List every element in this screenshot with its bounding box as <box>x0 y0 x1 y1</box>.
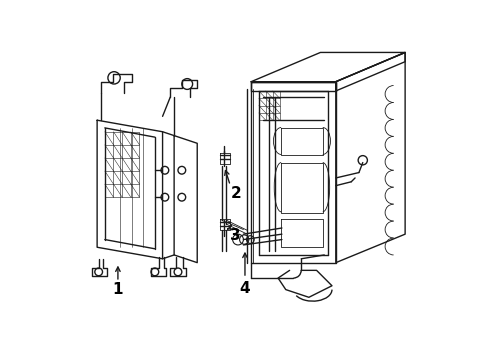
Text: 4: 4 <box>240 280 250 296</box>
Text: 3: 3 <box>230 228 241 243</box>
Text: 1: 1 <box>113 282 123 297</box>
Text: 2: 2 <box>230 186 241 201</box>
